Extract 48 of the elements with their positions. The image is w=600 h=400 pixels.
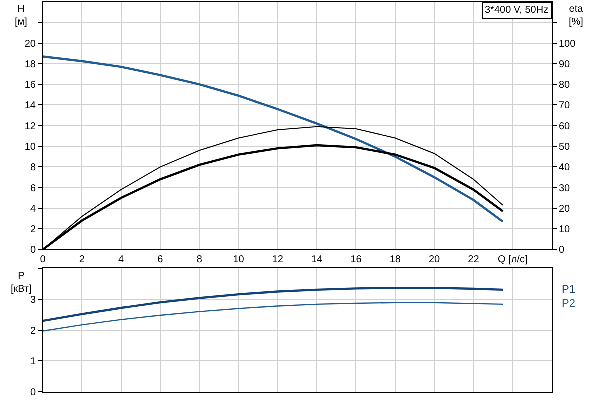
y2-tick-label: 70 <box>559 100 571 112</box>
y-tick-label: 4 <box>30 204 36 215</box>
text: P2 <box>562 298 576 310</box>
y2-tick-label: 30 <box>559 183 571 194</box>
y-tick-label: 6 <box>30 183 36 194</box>
x-tick-label: 10 <box>233 254 245 266</box>
y-tick-label: 2 <box>30 326 36 337</box>
y2-tick-label: 60 <box>559 121 571 132</box>
y2-axis-title: eta [%] <box>569 4 584 28</box>
x-tick-label: 12 <box>272 254 284 266</box>
y2-tick-label: 100 <box>559 38 576 50</box>
y2-tick-label: 20 <box>559 204 571 215</box>
y-tick-label: 10 <box>24 142 36 154</box>
y-tick-label: 18 <box>24 59 36 70</box>
y-axis-title: H [м] <box>15 4 28 28</box>
y-tick-label: 3 <box>30 294 36 306</box>
y-tick-label: 14 <box>24 100 36 112</box>
y2-tick-label: 40 <box>559 162 571 174</box>
y2-tick-label: 80 <box>559 80 571 92</box>
line-series <box>43 302 504 332</box>
x-tick-label: Q [л/с] <box>498 254 528 266</box>
y2-tick-label: 0 <box>559 245 565 256</box>
y-tick-label: 0 <box>30 388 36 399</box>
y-axis-title: P [кВт] <box>11 271 32 295</box>
chart-title: 3*400 V, 50Hz <box>485 5 549 16</box>
x-tick-label: 4 <box>118 254 125 266</box>
text: P1 <box>562 284 576 296</box>
y-tick-label: 2 <box>30 224 36 236</box>
y-tick-label: 16 <box>24 80 36 92</box>
x-tick-label: 0 <box>40 254 46 266</box>
y2-tick-label: 10 <box>559 224 571 236</box>
x-tick-label: 16 <box>350 254 362 266</box>
x-tick-label: 14 <box>312 254 324 266</box>
y-tick-label: 12 <box>24 121 36 132</box>
x-tick-label: 2 <box>79 254 86 266</box>
x-tick-label: 8 <box>196 254 203 266</box>
x-tick-label: 6 <box>158 254 164 266</box>
x-tick-label: 20 <box>428 254 441 266</box>
y-tick-label: 0 <box>30 245 36 256</box>
line-series <box>43 286 504 322</box>
x-tick-label: 18 <box>390 254 402 266</box>
y-tick-label: 8 <box>30 162 36 174</box>
x-tick-label: 22 <box>468 254 480 266</box>
y2-tick-label: 90 <box>559 59 571 70</box>
y-tick-label: 20 <box>24 38 36 50</box>
y-tick-label: 1 <box>30 356 36 368</box>
line-series <box>43 56 504 223</box>
y2-tick-label: 50 <box>559 142 571 154</box>
